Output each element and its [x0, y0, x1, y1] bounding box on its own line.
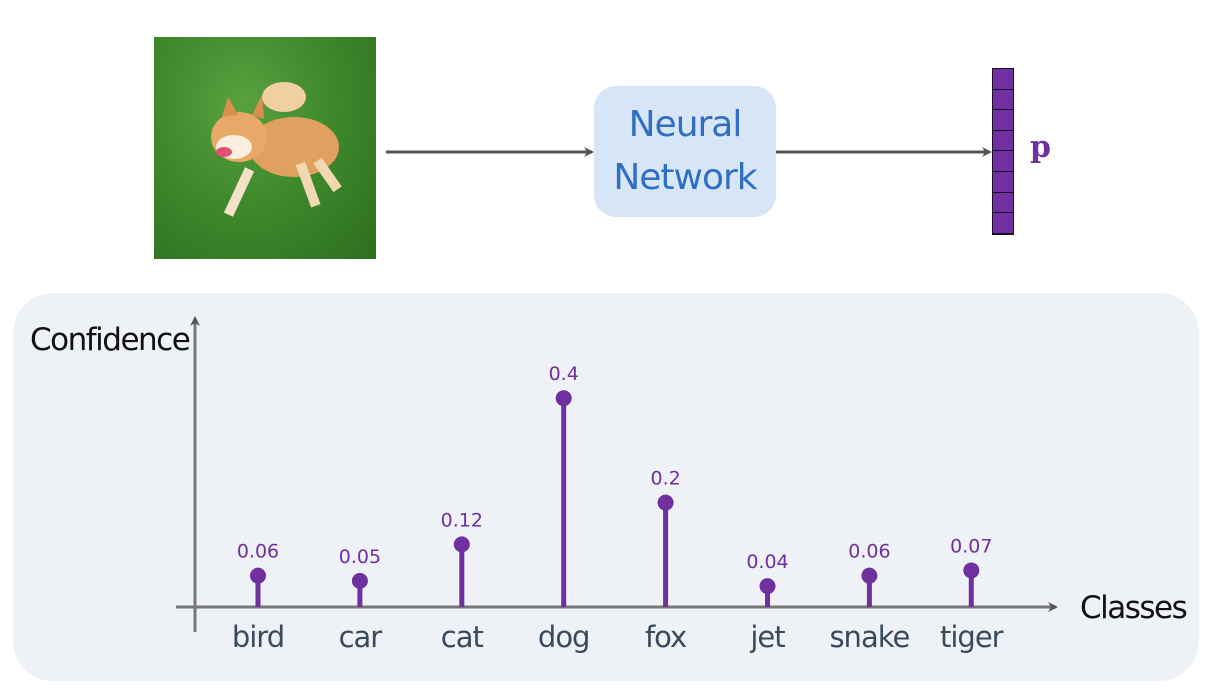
category-label-fox: fox: [645, 620, 687, 654]
stem-dot-dog: [555, 390, 572, 407]
y-axis-label: Confidence: [30, 322, 191, 358]
stem-dot-tiger: [963, 562, 980, 579]
data-label-tiger: 0.07: [950, 535, 992, 557]
category-label-cat: cat: [441, 620, 484, 654]
category-label-tiger: tiger: [940, 620, 1004, 654]
data-label-fox: 0.2: [650, 468, 680, 490]
stem-dot-cat: [453, 536, 470, 553]
data-label-bird: 0.06: [237, 541, 279, 563]
network-label-line2: Network: [613, 156, 757, 198]
stem-dot-jet: [759, 578, 776, 595]
category-label-dog: dog: [538, 620, 590, 654]
network-label-line1: Neural: [628, 104, 743, 146]
data-label-dog: 0.4: [549, 363, 579, 385]
dog-image: [211, 82, 342, 217]
stem-dot-fox: [657, 494, 674, 511]
output-probability-vector: [992, 68, 1014, 235]
x-axis-label: Classes: [1080, 590, 1188, 626]
data-label-snake: 0.06: [848, 541, 890, 563]
stem-dot-snake: [861, 567, 878, 584]
stem-dot-bird: [250, 567, 266, 584]
data-label-cat: 0.12: [441, 509, 483, 531]
category-label-jet: jet: [749, 620, 785, 654]
stem-dot-car: [351, 572, 368, 589]
neural-network-box: Neural Network: [594, 86, 776, 217]
category-label-snake: snake: [829, 620, 909, 654]
dog-photo: [154, 37, 376, 259]
chart-panel: [13, 293, 1199, 681]
output-vector-label: p: [1030, 130, 1051, 165]
data-label-car: 0.05: [339, 546, 381, 568]
category-label-car: car: [339, 620, 383, 654]
category-label-bird: bird: [232, 620, 284, 654]
data-label-jet: 0.04: [746, 551, 788, 573]
